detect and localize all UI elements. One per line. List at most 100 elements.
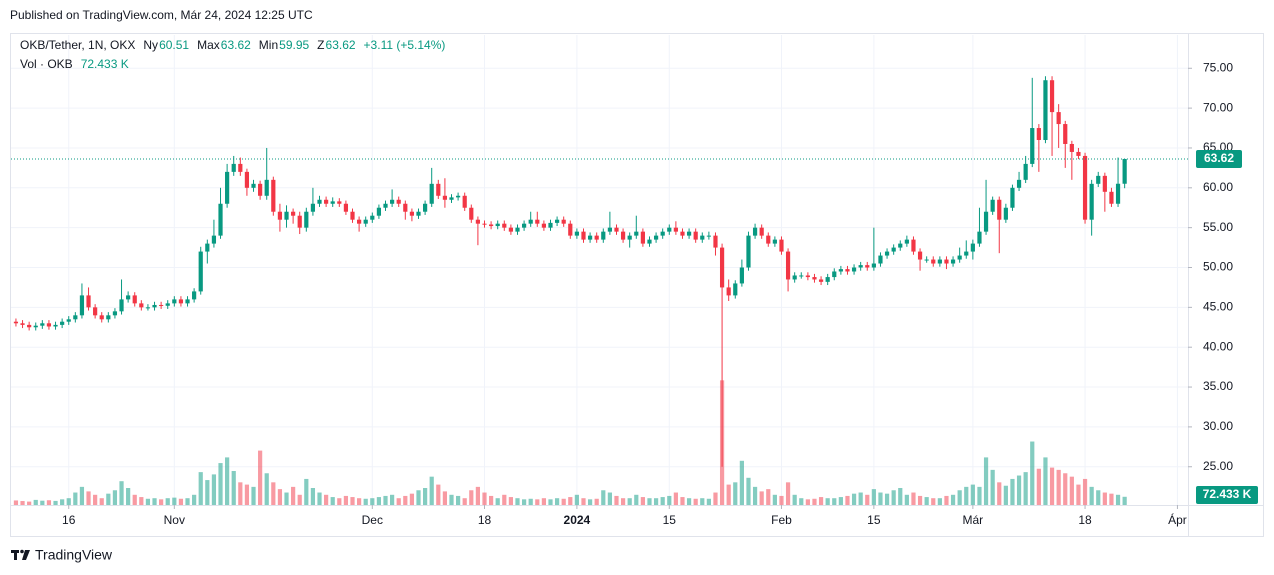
candle-body bbox=[205, 243, 210, 252]
last-price-label: 63.62 bbox=[1204, 151, 1234, 165]
volume-bar bbox=[878, 492, 883, 505]
volume-bar bbox=[851, 493, 857, 505]
last-price-box bbox=[1196, 149, 1242, 168]
volume-bar bbox=[172, 497, 177, 505]
volume-bar bbox=[225, 457, 230, 505]
candle-body bbox=[1069, 143, 1074, 152]
volume-bar bbox=[93, 494, 98, 505]
volume-bar bbox=[192, 494, 197, 505]
legend-text: 59.95 bbox=[279, 38, 309, 52]
candle-body bbox=[258, 183, 263, 196]
candle-body bbox=[297, 215, 302, 228]
volume-bar bbox=[456, 495, 461, 505]
volume-bar bbox=[990, 469, 995, 505]
volume-bar bbox=[568, 497, 573, 505]
candle-body bbox=[964, 251, 969, 256]
x-tick-label: 18 bbox=[478, 513, 492, 527]
volume-bar bbox=[370, 498, 375, 505]
volume-bar bbox=[363, 498, 368, 505]
volume-bar bbox=[396, 498, 401, 505]
candle-body bbox=[40, 323, 45, 326]
candle-body bbox=[20, 323, 25, 325]
volume-bar bbox=[99, 498, 104, 505]
volume-bar bbox=[904, 494, 909, 505]
x-tick-label: Nov bbox=[164, 513, 185, 527]
volume-bar bbox=[198, 472, 203, 505]
x-tick-label: 2024 bbox=[564, 513, 591, 527]
volume-bar bbox=[291, 486, 296, 505]
candle-body bbox=[370, 215, 375, 220]
candle-body bbox=[825, 277, 830, 282]
volume-bar bbox=[106, 493, 111, 505]
volume-bar bbox=[211, 474, 217, 505]
candle-body bbox=[1096, 175, 1101, 184]
volume-bar bbox=[139, 497, 144, 505]
candle-body bbox=[1109, 191, 1114, 204]
volume-bar bbox=[574, 494, 579, 505]
candle-body bbox=[752, 227, 758, 236]
candle-body bbox=[192, 291, 197, 300]
x-tick-label: 16 bbox=[62, 513, 76, 527]
volume-bar bbox=[799, 498, 804, 505]
candle-body bbox=[983, 211, 989, 232]
x-tick-label: Ápr bbox=[1168, 512, 1187, 527]
candle-body bbox=[211, 235, 217, 244]
candle-body bbox=[350, 211, 355, 220]
volume-bar bbox=[1056, 469, 1061, 505]
candle-body bbox=[607, 227, 612, 232]
candle-body bbox=[594, 235, 599, 240]
volume-bar bbox=[587, 499, 593, 505]
candle-body bbox=[324, 199, 329, 204]
y-tick-label: 75.00 bbox=[1203, 60, 1233, 74]
volume-bar bbox=[693, 498, 698, 505]
volume-bar bbox=[647, 498, 652, 505]
volume-bar bbox=[1089, 486, 1094, 505]
volume-bar bbox=[13, 500, 19, 505]
y-tick-label: 30.00 bbox=[1203, 419, 1233, 433]
candle-body bbox=[93, 307, 98, 316]
candle-body bbox=[126, 295, 131, 300]
volume-bar bbox=[634, 494, 639, 505]
candle-body bbox=[541, 223, 546, 228]
candle-body bbox=[680, 231, 685, 236]
candle-body bbox=[46, 323, 52, 327]
candle-body bbox=[739, 267, 744, 284]
volume-bar bbox=[475, 486, 481, 505]
candle-body bbox=[244, 171, 250, 188]
y-tick-label: 55.00 bbox=[1203, 220, 1233, 234]
candle-body bbox=[719, 247, 725, 288]
candle-body bbox=[218, 203, 223, 236]
candle-body bbox=[660, 231, 665, 236]
candle-body bbox=[165, 303, 170, 306]
candle-body bbox=[172, 299, 177, 304]
candle-body bbox=[871, 263, 876, 268]
candle-body bbox=[86, 295, 91, 308]
candle-body bbox=[271, 179, 276, 212]
candle-body bbox=[291, 211, 296, 216]
volume-bar bbox=[159, 499, 164, 505]
candle-body bbox=[185, 299, 190, 304]
candle-body bbox=[792, 275, 797, 280]
candle-body bbox=[79, 295, 85, 316]
legend-text: Ny bbox=[143, 38, 158, 52]
candle-body bbox=[409, 211, 415, 216]
volume-bar bbox=[165, 498, 170, 505]
volume-bar bbox=[495, 498, 500, 505]
candle-body bbox=[1010, 187, 1015, 208]
volume-bar bbox=[997, 482, 1002, 505]
volume-bar bbox=[746, 477, 751, 505]
volume-bar bbox=[1043, 457, 1048, 505]
volume-bar bbox=[983, 457, 989, 505]
candle-body bbox=[442, 195, 448, 200]
candle-body bbox=[1036, 128, 1041, 140]
volume-bar bbox=[660, 497, 665, 505]
volume-bar bbox=[251, 486, 256, 505]
candle-body bbox=[251, 183, 256, 188]
x-tick-label: 15 bbox=[867, 513, 881, 527]
legend-text: 60.51 bbox=[159, 38, 189, 52]
volume-bar bbox=[271, 482, 276, 505]
volume-bar bbox=[1010, 478, 1015, 505]
candle-body bbox=[198, 251, 203, 292]
candle-body bbox=[1016, 179, 1022, 188]
candle-body bbox=[812, 277, 817, 280]
